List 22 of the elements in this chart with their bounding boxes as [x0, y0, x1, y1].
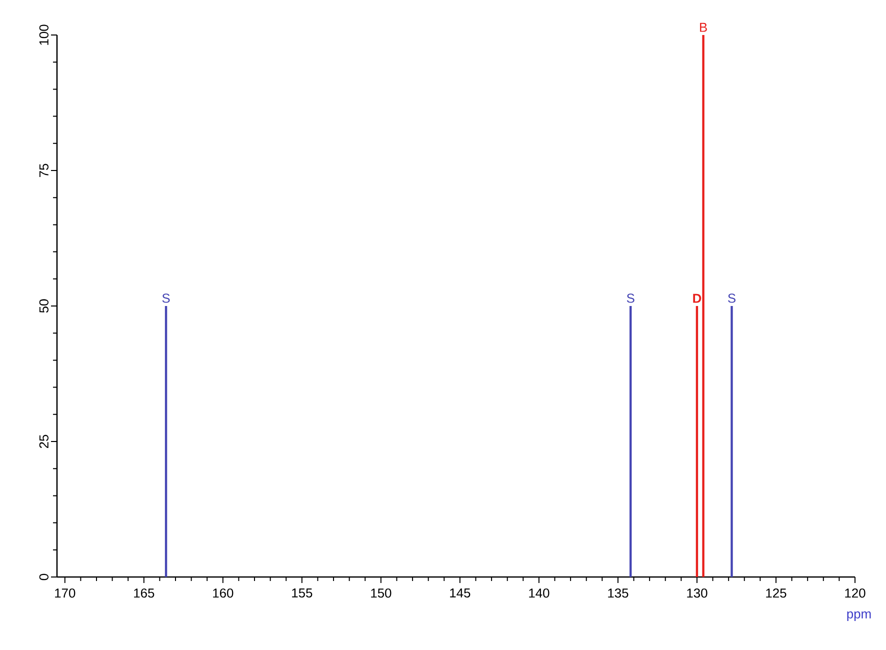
x-tick-label: 160 [213, 588, 234, 598]
x-tick-label: 165 [134, 588, 154, 598]
y-tick-label: 75 [39, 164, 48, 178]
annotation: S [162, 294, 170, 303]
x-tick-label: 130 [687, 588, 708, 598]
x-tick-label: 150 [371, 588, 392, 598]
y-tick-label: 25 [39, 434, 48, 448]
x-tick-label: 155 [292, 588, 312, 598]
y-tick-label: 0 [39, 574, 48, 580]
y-tick-label: 50 [39, 299, 48, 313]
y-tick-label: 100 [39, 24, 48, 45]
annotation: S [728, 294, 736, 303]
annotation: D [693, 294, 702, 303]
annotation: S [626, 294, 634, 303]
x-tick-label: 125 [766, 588, 786, 598]
x-tick-label: 170 [55, 588, 76, 598]
x-tick-label: 140 [529, 588, 550, 598]
annotation: B [700, 22, 707, 32]
x-tick-label: 135 [608, 588, 628, 598]
x-axis-title: ppm [847, 611, 871, 622]
x-tick-label: 120 [845, 588, 866, 598]
x-tick-label: 145 [450, 588, 470, 598]
